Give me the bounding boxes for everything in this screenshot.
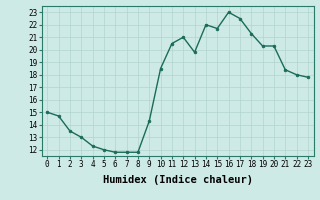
X-axis label: Humidex (Indice chaleur): Humidex (Indice chaleur) <box>103 175 252 185</box>
